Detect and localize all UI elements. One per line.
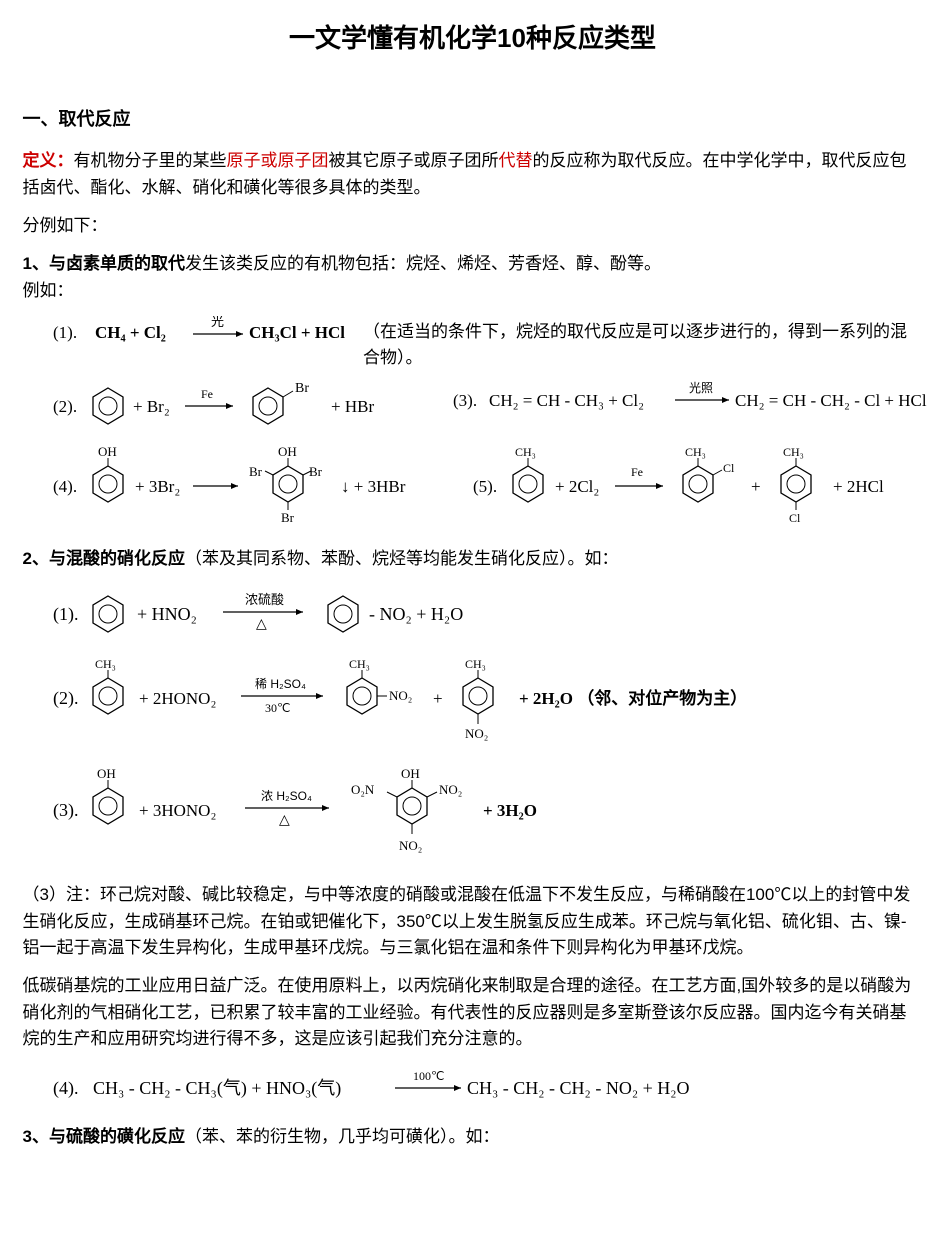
eq-reagent: + 2HONO₂ — [139, 689, 216, 708]
def-key: 定义： — [23, 151, 74, 170]
eq-cond: Fe — [201, 387, 213, 401]
part-1-head: 1、与卤素单质的取代 — [23, 254, 185, 273]
plus: + — [751, 477, 761, 496]
eq-rhs: CH₂ = CH - CH₂ - Cl + HCl — [735, 391, 927, 410]
part-3-tail: （苯、苯的衍生物，几乎均可磺化）。如： — [185, 1127, 500, 1146]
equation-1-3: (3). CH₂ = CH - CH₃ + Cl₂ 光照 CH₂ = CH - … — [453, 376, 933, 428]
r-ch3: CH₃ — [95, 657, 116, 671]
part-2-heading: 2、与混酸的硝化反应（苯及其同系物、苯酚、烷烃等均能发生硝化反应）。如： — [23, 546, 923, 572]
eq-reagent: + 3Br₂ — [135, 477, 180, 496]
prod-br-3: Br — [281, 510, 295, 525]
eq-cond-bot: 30℃ — [265, 701, 290, 715]
note-3: （3）注：环己烷对酸、碱比较稳定，与中等浓度的硝酸或混酸在低温下不发生反应，与稀… — [23, 882, 923, 961]
p2-cl: Cl — [789, 511, 801, 525]
section-1-heading: 一、取代反应 — [23, 106, 923, 134]
eq-cond-bot: △ — [279, 813, 290, 828]
para-industrial: 低碳硝基烷的工业应用日益广泛。在使用原料上，以丙烷硝化来制取是合理的途径。在工艺… — [23, 973, 923, 1052]
p2-no2: NO₂ — [465, 726, 488, 741]
eq-lhs: CH₂ = CH - CH₃ + Cl₂ — [489, 391, 644, 410]
equation-2-2: (2). CH₃ + 2HONO₂ 稀 H₂SO₄ 30℃ CH₃ NO₂ + … — [53, 652, 873, 752]
eq-tail: + 2HCl — [833, 477, 884, 496]
benzene-icon — [93, 388, 123, 424]
examples-intro: 分例如下： — [23, 213, 923, 239]
eq-tail: + 2H₂O （邻、对位产物为主） — [519, 688, 747, 708]
p-oh: OH — [401, 766, 420, 781]
oh-label: OH — [98, 444, 117, 459]
eq-label: (2). — [53, 688, 79, 709]
part-1-heading: 1、与卤素单质的取代­­­­­­发生该类反应的有机物包括：烷烃、烯烃、芳香烃、醇… — [23, 251, 923, 304]
eq-tail: + HBr — [331, 397, 374, 416]
def-text-b: 被 — [329, 151, 346, 170]
part-2-tail: （苯及其同系物、苯酚、烷烃等均能发生硝化反应）。如： — [185, 549, 619, 568]
eq-tail: + 3H₂O — [483, 801, 537, 820]
prod-br-1: Br — [249, 464, 263, 479]
equation-1-2: (2). + Br₂ Fe Br + HBr — [53, 376, 413, 438]
eq-cond-top: 浓硫酸 — [245, 592, 284, 607]
benzene-icon — [253, 388, 283, 424]
eq-label: (2). — [53, 397, 77, 416]
eq-reagent: + 3HONO₂ — [139, 801, 216, 820]
part-2-head: 2、与混酸的硝化反应 — [23, 549, 185, 568]
p-no2-2: NO₂ — [439, 782, 462, 797]
prod-oh: OH — [278, 444, 297, 459]
def-text-a: 有机物分子里的某些 — [74, 151, 227, 170]
eq-cond: 100℃ — [413, 1069, 444, 1083]
part-1-example-label: 例如： — [23, 281, 74, 300]
r-oh: OH — [97, 766, 116, 781]
p1-ch3: CH₃ — [685, 445, 706, 459]
equation-2-1: (1). + HNO₂ 浓硫酸 △ - NO₂ + H₂O — [53, 584, 613, 644]
ch3-label: CH₃ — [515, 445, 536, 459]
eq-rhs: CH₃Cl + HCl — [249, 323, 345, 342]
p-no2-1: O₂N — [351, 782, 375, 797]
eq-rhs: - NO₂ + H₂O — [369, 604, 463, 624]
eq-label: (1). — [53, 604, 79, 625]
definition-paragraph: 定义：有机物分子里的某些原子或原子团被其它原子或原子团所代替的反应称为取代反应。… — [23, 148, 923, 201]
eq-cond: Fe — [631, 465, 643, 479]
eq-reagent: + HNO₂ — [137, 604, 197, 624]
equation-1-5: (5). CH₃ + 2Cl₂ Fe CH₃ Cl + CH₃ Cl + 2HC… — [473, 442, 933, 534]
page-title: 一文学懂有机化学10种反应类型 — [23, 18, 923, 58]
eq-lhs: CH₃ - CH₂ - CH₃(气) + HNO₃(气) — [93, 1078, 341, 1099]
eq-label: (4). — [53, 1078, 79, 1099]
equation-row-2-3: (2). + Br₂ Fe Br + HBr (3). CH₂ = CH - C… — [53, 376, 923, 438]
p2-ch3: CH₃ — [783, 445, 804, 459]
eq-cond-top: 稀 H₂SO₄ — [255, 677, 306, 691]
eq-cond: 光照 — [689, 381, 713, 395]
equation-1-4: (4). OH + 3Br₂ OH Br Br Br ↓ + 3HBr — [53, 442, 433, 534]
eq-tail: ↓ + 3HBr — [341, 477, 406, 496]
plus: + — [433, 689, 443, 708]
eq-label: (3). — [453, 391, 477, 410]
prod-sub: Br — [295, 381, 309, 396]
equation-2-3: (3). OH + 3HONO₂ 浓 H₂SO₄ △ OH O₂N NO₂ NO… — [53, 760, 753, 870]
p1-ch3: CH₃ — [349, 657, 370, 671]
equation-1-1: (1). CH₄ + Cl₂ 光 CH₃Cl + HCl （在适当的条件下，烷烃… — [53, 316, 913, 368]
part-3-heading: 3、与硫酸的磺化反应（苯、苯的衍生物，几乎均可磺化）。如： — [23, 1124, 923, 1150]
p-no2-3: NO₂ — [399, 838, 422, 853]
eq-note: （在适当的条件下，烷烃的取代反应是可以逐步进行的，得到一系列的混合物）。 — [363, 319, 913, 367]
eq-label: (4). — [53, 477, 77, 496]
eq-reagent: + 2Cl₂ — [555, 477, 599, 496]
p2-ch3: CH₃ — [465, 657, 486, 671]
equation-2-4: (4). CH₃ - CH₂ - CH₃(气) + HNO₃(气) 100℃ C… — [53, 1064, 873, 1112]
part-1-tail: ­­­­­­发生该类反应的有机物包括：烷烃、烯烃、芳香烃、醇、酚等。 — [185, 254, 661, 273]
eq-cond: 光 — [211, 316, 224, 329]
def-text-c: 其它原子或原子团所 — [346, 151, 499, 170]
eq-cond-bot: △ — [256, 617, 267, 632]
equation-row-4-5: (4). OH + 3Br₂ OH Br Br Br ↓ + 3HBr (5).… — [53, 442, 923, 534]
p1-cl: Cl — [723, 461, 735, 475]
eq-rhs: CH₃ - CH₂ - CH₂ - NO₂ + H₂O — [467, 1078, 690, 1098]
eq-cond-top: 浓 H₂SO₄ — [261, 789, 312, 803]
eq-label: (3). — [53, 800, 79, 821]
p1-no2: NO₂ — [389, 688, 412, 703]
eq-lhs: CH₄ + Cl₂ — [95, 323, 166, 342]
def-red-2: 代替 — [499, 151, 533, 170]
eq-reagent: + Br₂ — [133, 397, 170, 416]
eq-label: (1). — [53, 323, 77, 342]
eq-label: (5). — [473, 477, 497, 496]
def-red-1: 原子或原子团 — [227, 151, 329, 170]
part-3-head: 3、与硫酸的磺化反应 — [23, 1127, 185, 1146]
